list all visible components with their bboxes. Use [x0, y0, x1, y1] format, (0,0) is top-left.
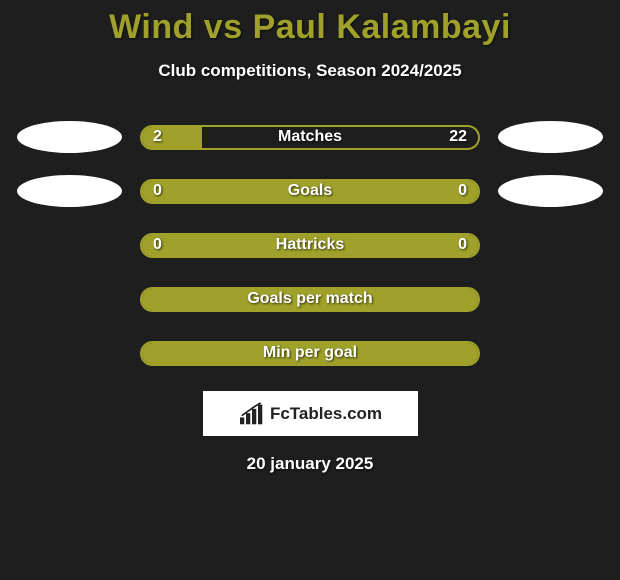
stat-label: Hattricks: [276, 236, 344, 254]
player-right-badge: [498, 175, 603, 207]
stat-bar-goals-per-match: Goals per match: [140, 287, 480, 312]
stat-row-matches: 2 Matches 22: [10, 121, 610, 153]
stat-bar-goals: 0 Goals 0: [140, 179, 480, 204]
stats-area: 2 Matches 22 0 Goals 0 0 Hattricks 0: [0, 121, 620, 369]
stat-bar-min-per-goal: Min per goal: [140, 341, 480, 366]
stat-value-left: 0: [153, 236, 162, 254]
stat-label: Goals per match: [247, 290, 372, 308]
date-text: 20 january 2025: [0, 454, 620, 474]
stat-row-hattricks: 0 Hattricks 0: [10, 229, 610, 261]
player-left-badge: [17, 175, 122, 207]
brand-box: FcTables.com: [203, 391, 418, 436]
player-left-badge: [17, 121, 122, 153]
stat-value-left: 0: [153, 182, 162, 200]
page-subtitle: Club competitions, Season 2024/2025: [0, 61, 620, 81]
stat-label: Min per goal: [263, 344, 357, 362]
chart-icon: [238, 402, 266, 426]
brand-text: FcTables.com: [270, 404, 382, 424]
stat-value-left: 2: [153, 128, 162, 146]
stat-row-goals-per-match: Goals per match: [10, 283, 610, 315]
stat-label: Matches: [278, 128, 342, 146]
stat-bar-hattricks: 0 Hattricks 0: [140, 233, 480, 258]
player-right-badge: [498, 121, 603, 153]
bar-fill-left: [142, 127, 202, 148]
stat-value-right: 0: [458, 182, 467, 200]
stat-value-right: 0: [458, 236, 467, 254]
stat-value-right: 22: [449, 128, 467, 146]
stat-row-goals: 0 Goals 0: [10, 175, 610, 207]
stat-label: Goals: [288, 182, 332, 200]
page-title: Wind vs Paul Kalambayi: [0, 0, 620, 47]
stat-bar-matches: 2 Matches 22: [140, 125, 480, 150]
stat-row-min-per-goal: Min per goal: [10, 337, 610, 369]
